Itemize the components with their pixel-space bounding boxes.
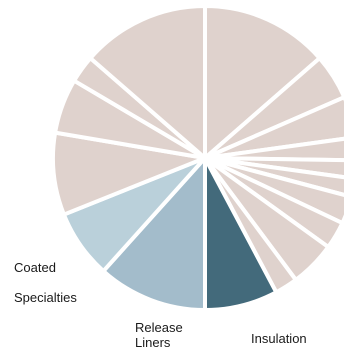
slice-label-release-line1: Release	[135, 320, 183, 335]
pie-slices	[51, 3, 344, 313]
slice-label-coated-line2: Specialties	[14, 290, 77, 305]
slice-label-release-line2: Liners	[135, 335, 171, 349]
pie-slice-other-1	[203, 55, 344, 160]
pie-slice-other-3	[204, 136, 344, 163]
pie-slice-release-liners	[100, 152, 207, 313]
pie-slice-other-16	[87, 3, 207, 163]
slice-label-insulation: Insulation	[251, 331, 307, 346]
slice-label-coated-line1: Coated	[14, 260, 56, 275]
pie-slice-other-0	[203, 3, 323, 163]
